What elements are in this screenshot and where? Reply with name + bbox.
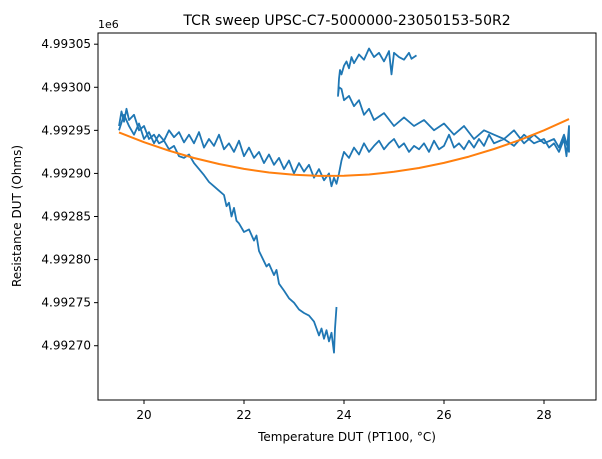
x-axis: 20 22 24 26 28 <box>136 400 552 422</box>
y-tick-label: 4.99300 <box>41 80 91 94</box>
measured-series-line <box>337 47 570 174</box>
axes-frame <box>97 32 597 401</box>
fit-series-line <box>118 118 570 177</box>
x-tick-label: 26 <box>436 408 451 422</box>
y-axis-label: Resistance DUT (Ohms) <box>10 145 24 287</box>
plot-area <box>118 47 570 354</box>
measured-series-line <box>118 113 340 188</box>
y-tick-label: 4.99280 <box>41 253 91 267</box>
y-tick-label: 4.99305 <box>41 37 91 51</box>
x-tick-label: 22 <box>236 408 251 422</box>
y-tick-label: 4.99290 <box>41 166 91 180</box>
x-tick-label: 24 <box>336 408 351 422</box>
y-tick-label: 4.99285 <box>41 210 91 224</box>
y-tick-label: 4.99295 <box>41 123 91 137</box>
y-offset-label: 1e6 <box>98 18 119 31</box>
y-tick-label: 4.99275 <box>41 296 91 310</box>
x-tick-label: 20 <box>136 408 151 422</box>
x-axis-label: Temperature DUT (PT100, °C) <box>257 430 436 444</box>
chart-title: TCR sweep UPSC-C7-5000000-23050153-50R2 <box>182 13 510 29</box>
y-axis: 4.99270 4.99275 4.99280 4.99285 4.99290 4.992… <box>41 37 98 353</box>
x-tick-label: 28 <box>536 408 551 422</box>
y-tick-label: 4.99270 <box>41 339 91 353</box>
